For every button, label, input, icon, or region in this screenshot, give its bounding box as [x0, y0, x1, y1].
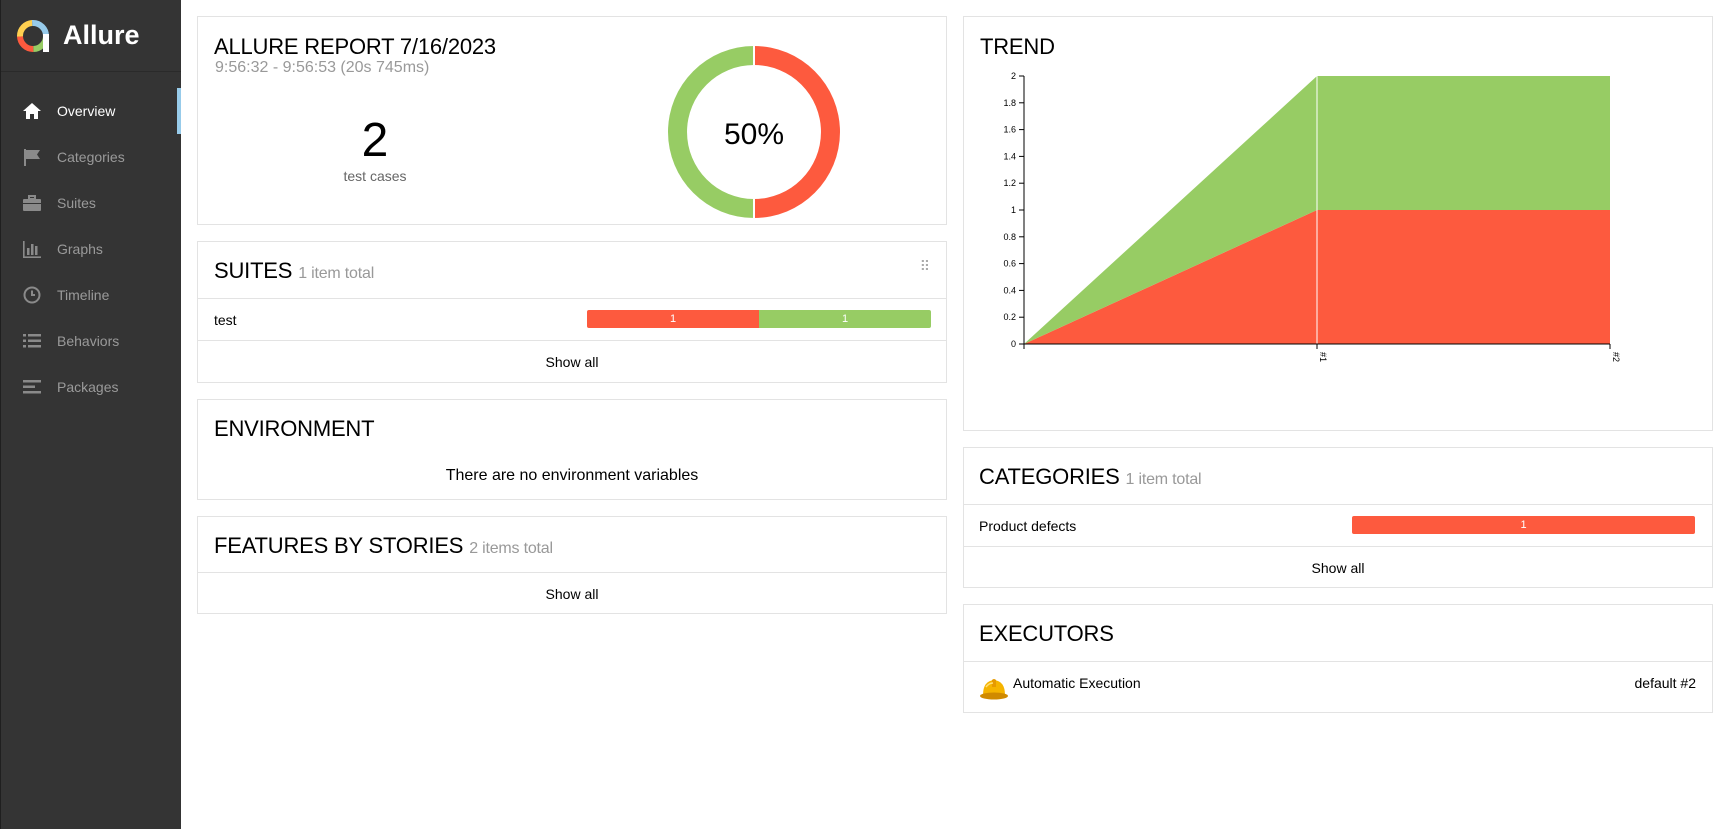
categories-show-all[interactable]: Show all	[964, 546, 1712, 588]
executor-name: Automatic Execution	[1013, 674, 1141, 691]
features-total: 2 items total	[469, 540, 553, 557]
sidebar-item-label: Graphs	[57, 241, 103, 257]
briefcase-icon	[23, 195, 41, 211]
y-tick-label: 0.4	[1003, 285, 1016, 295]
y-tick-label: 1	[1011, 205, 1016, 215]
sidebar-item-categories[interactable]: Categories	[1, 134, 181, 180]
test-case-label: test cases	[343, 168, 407, 184]
table-row[interactable]: Product defects	[964, 504, 1712, 546]
sidebar-item-behaviors[interactable]: Behaviors	[1, 318, 181, 364]
y-tick-label: 0.2	[1003, 312, 1016, 322]
environment-empty: There are no environment variables	[445, 467, 699, 484]
features-widget: FEATURES BY STORIES 2 items total Show a…	[197, 516, 947, 614]
executor-build[interactable]: default #2	[1634, 674, 1697, 691]
app-title: Allure	[63, 20, 140, 50]
y-tick-label: 1.4	[1003, 151, 1016, 161]
trend-widget: TREND 0 0.2 0.4 0.6 0.8 1 1.2 1.4 1.6 1.8 2 #1 #2	[963, 16, 1713, 431]
brand[interactable]: Allure	[1, 0, 181, 72]
sidebar-item-label: Behaviors	[57, 333, 120, 349]
sidebar-item-label: Packages	[57, 379, 119, 395]
align-left-icon	[23, 380, 41, 394]
sidebar-item-suites[interactable]: Suites	[1, 180, 181, 226]
pass-rate-donut: 50%	[668, 46, 840, 218]
sidebar-item-graphs[interactable]: Graphs	[1, 226, 181, 272]
sidebar-item-label: Suites	[57, 195, 96, 211]
sidebar-item-packages[interactable]: Packages	[1, 364, 181, 410]
drag-handle-icon[interactable]: ⠿	[919, 258, 930, 274]
failed-bar[interactable]: 1	[587, 310, 759, 328]
report-title: ALLURE REPORT 7/16/2023	[214, 34, 496, 59]
sidebar: Allure Overview Categories Suites Graphs…	[0, 0, 181, 829]
executors-title: EXECUTORS	[979, 621, 1114, 646]
show-all-label: Show all	[545, 353, 599, 370]
allure-logo-icon	[17, 19, 49, 52]
y-tick-label: 1.6	[1003, 125, 1016, 135]
report-time: 9:56:32 - 9:56:53 (20s 745ms)	[215, 59, 430, 76]
categories-widget: CATEGORIES 1 item total Product defects …	[963, 447, 1713, 588]
show-all-label: Show all	[1311, 559, 1365, 576]
suite-name: test	[214, 311, 237, 328]
sidebar-nav: Overview Categories Suites Graphs Timeli…	[1, 88, 181, 410]
suites-title: SUITES 1 item total	[214, 258, 374, 284]
sidebar-item-overview[interactable]: Overview	[1, 88, 181, 134]
summary-widget: ALLURE REPORT 7/16/2023 9:56:32 - 9:56:5…	[197, 16, 947, 225]
features-show-all[interactable]: Show all	[198, 572, 946, 614]
show-all-label: Show all	[545, 585, 599, 602]
sidebar-item-label: Categories	[57, 149, 125, 165]
sidebar-item-timeline[interactable]: Timeline	[1, 272, 181, 318]
environment-title: ENVIRONMENT	[214, 416, 375, 441]
sidebar-item-label: Overview	[57, 103, 116, 119]
failed-arc	[754, 46, 840, 218]
suites-show-all[interactable]: Show all	[198, 340, 946, 382]
x-tick-label: #1	[1318, 352, 1328, 362]
trend-chart: 0 0.2 0.4 0.6 0.8 1 1.2 1.4 1.6 1.8 2 #1 #2	[1003, 71, 1621, 362]
y-tick-label: 1.2	[1003, 178, 1016, 188]
sidebar-item-label: Timeline	[57, 287, 110, 303]
bar-chart-icon	[23, 241, 41, 258]
category-name: Product defects	[979, 517, 1077, 534]
features-title-text: FEATURES BY STORIES	[214, 533, 464, 558]
y-tick-label: 0	[1011, 339, 1016, 349]
passed-bar[interactable]: 1	[759, 310, 931, 328]
suites-total: 1 item total	[298, 265, 375, 282]
home-icon	[23, 103, 41, 119]
table-row[interactable]: Automatic Execution default #2	[964, 661, 1712, 713]
y-tick-label: 1.8	[1003, 98, 1016, 108]
features-title: FEATURES BY STORIES 2 items total	[214, 533, 553, 559]
passed-arc	[668, 46, 754, 218]
y-tick-label: 0.6	[1003, 259, 1016, 269]
suites-title-text: SUITES	[214, 258, 293, 283]
environment-widget: ENVIRONMENT There are no environment var…	[197, 399, 947, 500]
category-failed-bar[interactable]: 1	[1352, 516, 1695, 534]
list-icon	[23, 334, 41, 348]
table-row[interactable]: test	[198, 298, 946, 340]
pass-rate-text: 50%	[724, 118, 784, 151]
executors-widget: EXECUTORS Automatic Execution default #2	[963, 604, 1713, 713]
categories-title-text: CATEGORIES	[979, 464, 1120, 489]
y-tick-label: 2	[1011, 71, 1016, 81]
clock-icon	[23, 286, 41, 304]
trend-title: TREND	[980, 34, 1055, 59]
hardhat-icon	[980, 678, 1008, 699]
x-tick-label: #2	[1611, 352, 1621, 362]
y-tick-label: 0.8	[1003, 232, 1016, 242]
test-case-count: 2	[361, 114, 389, 167]
categories-total: 1 item total	[1125, 471, 1202, 488]
categories-title: CATEGORIES 1 item total	[979, 464, 1202, 490]
suites-widget: SUITES 1 item total ⠿ test 1 1 Show all	[197, 241, 947, 383]
flag-icon	[24, 149, 40, 166]
